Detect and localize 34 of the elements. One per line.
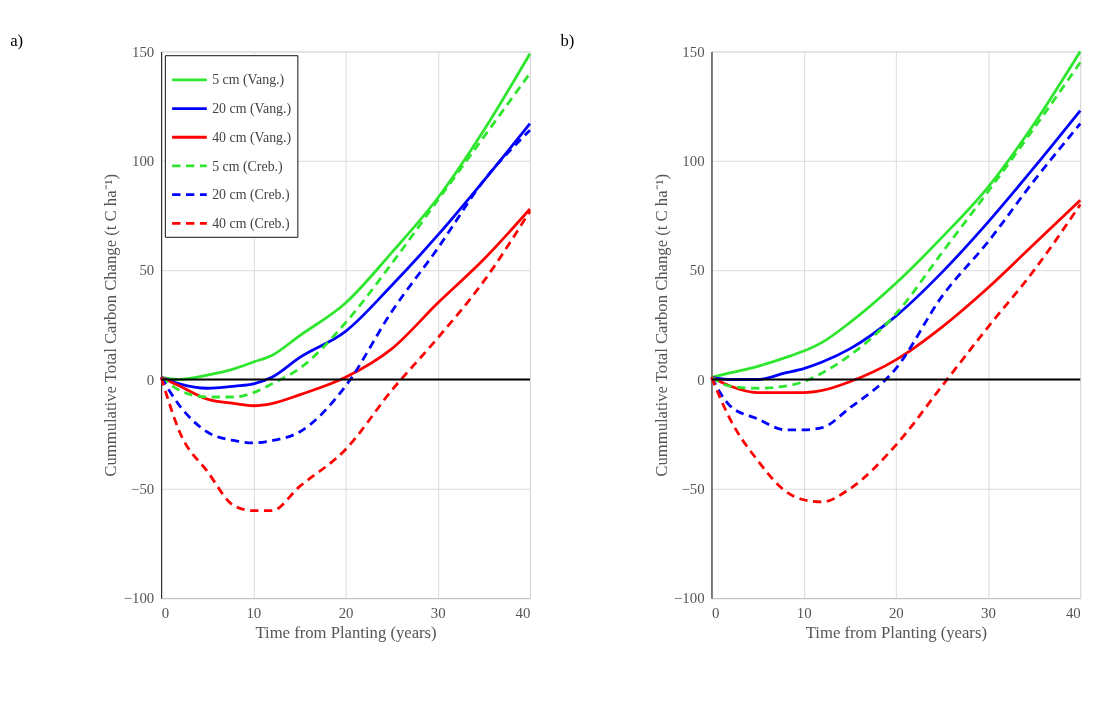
y-tick-label: −50 [131, 480, 155, 497]
y-tick-label: 50 [689, 262, 705, 279]
x-tick-label: 30 [430, 605, 446, 622]
y-tick-label: 100 [682, 152, 705, 169]
y-tick-label: 0 [697, 371, 705, 388]
y-tick-label: −100 [673, 590, 705, 607]
legend-label: 40 cm (Vang.) [212, 129, 292, 146]
y-tick-label: −100 [123, 590, 155, 607]
x-tick-label: 0 [161, 605, 170, 622]
y-axis-title: Cummulative Total Carbon Change (t C ha⁻¹) [101, 173, 121, 477]
y-axis-title: Cummulative Total Carbon Change (t C ha⁻¹) [651, 173, 671, 477]
y-tick-label: 150 [132, 43, 155, 60]
legend-label: 40 cm (Creb.) [212, 216, 290, 233]
y-tick-label: 50 [139, 262, 155, 279]
text: a) [10, 30, 24, 50]
y-tick-label: 100 [132, 152, 155, 169]
x-tick-label: 10 [246, 605, 262, 622]
x-tick-label: 20 [888, 605, 904, 622]
y-tick-label: −50 [681, 480, 705, 497]
x-tick-label: 40 [1065, 605, 1081, 622]
x-axis-title: Time from Planting (years) [805, 622, 987, 642]
legend-label: 5 cm (Vang.) [212, 72, 285, 89]
x-tick-label: 0 [711, 605, 720, 622]
x-tick-label: 30 [981, 605, 996, 622]
x-axis-title: Time from Planting (years) [255, 622, 437, 642]
y-tick-label: 150 [682, 43, 705, 60]
x-tick-label: 10 [796, 605, 812, 622]
x-tick-label: 40 [515, 605, 531, 622]
y-tick-label: 0 [146, 371, 155, 388]
legend-label: 5 cm (Creb.) [212, 158, 284, 175]
legend-label: 20 cm (Vang.) [212, 101, 292, 118]
x-tick-label: 20 [338, 605, 354, 622]
legend-label: 20 cm (Creb.) [212, 187, 290, 204]
text: b) [560, 30, 575, 50]
